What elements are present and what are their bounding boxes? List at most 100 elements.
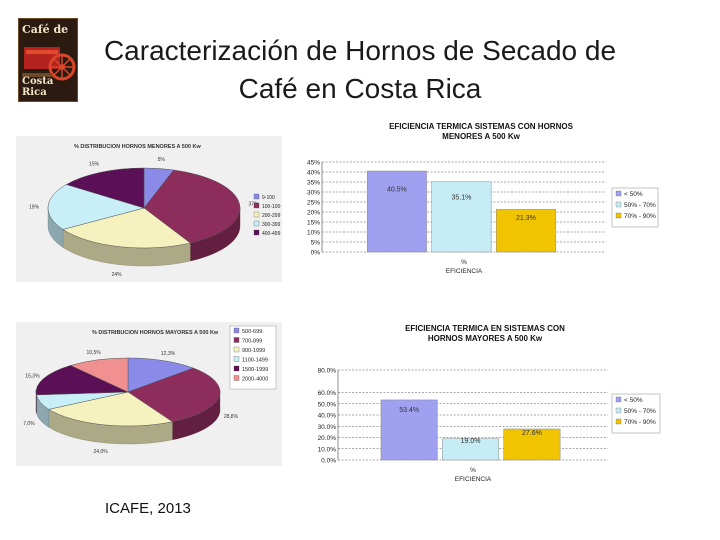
bar-< 50% [366,170,427,253]
y-tick-label: 15% [307,220,320,227]
pie-slice-label: 19% [29,204,40,210]
legend-swatch-1500-1999 [233,365,240,372]
legend-label-< 50%: < 50% [624,191,643,198]
bar-chart-small-ovens: EFICIENCIA TERMICA SISTEMAS CON HORNOSME… [298,118,664,286]
legend-swatch-900-1099 [233,346,240,353]
pie-slice-label: 7,0% [23,421,35,427]
bar-chart-title-line-2: MENORES A 500 Kw [442,132,520,141]
y-tick-label: 10% [307,230,320,237]
bar-< 50% [380,399,438,461]
legend-swatch-2000-4000 [233,375,240,381]
legend-label-200-299: 200-299 [262,213,281,219]
bar-70% - 90% [503,428,561,461]
legend-label-< 50%: < 50% [624,397,643,404]
pie-slice-label: 10,5% [87,350,102,356]
pie-slice-500-699 [127,357,195,393]
pie-chart-small-ovens-panel: % DISTRIBUCION HORNOS MENORES A 500 Kw 5%… [16,136,282,282]
legend-label-300-399: 300-399 [262,222,281,228]
legend-label-700-899: 700-899 [242,339,262,345]
legend-swatch-700-899 [233,337,240,343]
legend-label-1100-1499: 1100-1499 [242,358,268,364]
pie-slice-label: 24% [112,272,123,278]
legend-label-900-1099: 900-1099 [242,348,265,354]
legend-label-100-100: 100-100 [262,204,281,210]
y-tick-label: 30.0% [318,424,337,431]
pie-slice-200-299 [62,207,191,249]
legend-swatch-1100-1499 [233,356,240,362]
x-axis-label-line-2: EFICIENCIA [455,476,492,483]
pie-slice-900-1099 [48,391,174,427]
legend-swatch-< 50% [615,190,622,197]
legend-swatch-< 50% [615,396,622,403]
pie-slice-100-100 [143,169,241,244]
pie-slice-700-899 [127,367,221,423]
source-credit: ICAFE, 2013 [105,500,191,517]
bar-chart-large-ovens: EFICIENCIA TERMICA EN SISTEMAS CONHORNOS… [304,320,666,492]
pie-slice-1500-1999 [35,365,129,396]
pie-slice-2000-4000 [69,357,129,393]
bar-chart-small-ovens-panel: EFICIENCIA TERMICA SISTEMAS CON HORNOS ME… [298,118,664,286]
y-tick-label: 0% [311,250,321,257]
pie-slice-300-399 [47,184,145,230]
y-tick-label: 40% [307,170,320,177]
y-tick-label: 25% [307,200,320,207]
logo-top-text: Café de [22,23,69,36]
coffee-cart-icon [22,47,76,81]
legend-label-50% - 70%: 50% - 70% [624,202,656,209]
y-tick-label: 0.0% [321,458,336,465]
pie-slice-label: 12,3% [161,351,176,357]
pie-slice-label: 24,0% [94,449,109,455]
bar-70% - 90% [496,209,556,253]
legend-swatch-9-100 [253,193,260,200]
pie-chart-title: % DISTRIBUCION HORNOS MENORES A 500 Kw [74,144,201,150]
bar-chart-title-line-1: EFICIENCIA TERMICA SISTEMAS CON HORNOS [389,122,574,131]
slide-title: Caracterización de Hornos de Secado de C… [103,35,617,104]
legend-swatch-70% - 90% [615,212,622,219]
bar-value-label: 21.3% [516,215,536,222]
legend-label-2000-4000: 2000-4000 [242,377,268,383]
y-tick-label: 45% [307,160,320,167]
pie-slice-label: 15,3% [25,373,40,379]
legend-swatch-50% - 70% [615,407,622,414]
bar-50% - 70% [431,181,492,253]
pie-slice-400-499 [65,167,145,209]
pie-slice-label: 5% [158,157,166,163]
legend-label-70% - 90%: 70% - 90% [624,213,656,220]
pie-slice-label: 28,8% [224,414,239,420]
bar-50% - 70% [442,438,499,461]
bar-value-label: 53.4% [399,407,419,414]
x-axis-label-line-1: % [461,259,467,266]
y-tick-label: 80.0% [318,368,337,375]
cafe-de-costa-rica-logo: Café de Costa Rica [18,18,78,102]
legend-swatch-100-100 [253,202,260,209]
legend-label-400-499: 400-499 [262,231,281,237]
legend-swatch-200-299 [253,211,260,218]
pie-slice-label: 15% [89,162,100,168]
legend-swatch-500-699 [233,327,240,334]
pie-chart-title: % DISTRIBUCION HORNOS MAYORES A 500 Kw [92,330,219,336]
bar-value-label: 27.6% [522,430,542,437]
y-tick-label: 20.0% [318,435,337,442]
pie-slice-label: 37% [249,201,260,207]
y-tick-label: 50.0% [318,401,337,408]
y-tick-label: 35% [307,180,320,187]
bar-value-label: 19.0% [461,438,481,445]
pie-chart-large-ovens: % DISTRIBUCION HORNOS MAYORES A 500 Kw 12… [23,325,277,455]
y-tick-label: 10.0% [318,446,337,453]
pie-chart-large-ovens-panel: % DISTRIBUCION HORNOS MAYORES A 500 Kw 12… [16,322,282,466]
legend-swatch-400-499 [253,229,260,236]
bar-chart-title-line-1: EFICIENCIA TERMICA EN SISTEMAS CON [405,324,565,333]
bar-value-label: 40.5% [387,186,407,193]
legend-swatch-70% - 90% [615,418,622,425]
bar-chart-background [304,320,666,492]
legend-label-9-100: 9-100 [262,195,275,201]
bar-chart-title-line-2: HORNOS MAYORES A 500 Kw [428,334,543,343]
y-tick-label: 30% [307,190,320,197]
bar-value-label: 35.1% [451,194,471,201]
y-tick-label: 40.0% [318,413,337,420]
legend-swatch-50% - 70% [615,201,622,208]
y-tick-label: 60.0% [318,390,337,397]
pie-chart-small-ovens: % DISTRIBUCION HORNOS MENORES A 500 Kw 5%… [29,144,281,278]
y-tick-label: 5% [311,240,321,247]
legend-label-1500-1999: 1500-1999 [242,367,268,373]
